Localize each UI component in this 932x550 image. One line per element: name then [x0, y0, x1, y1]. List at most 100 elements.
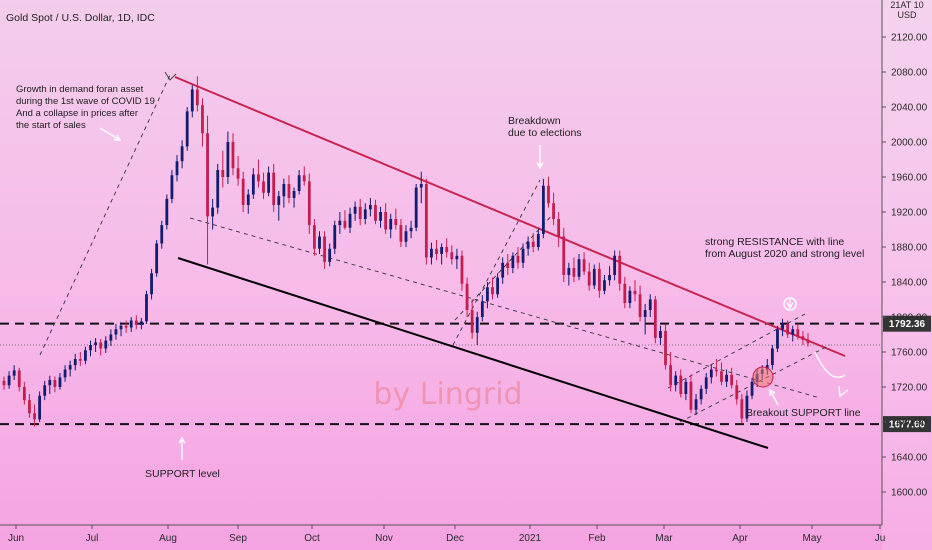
y-tick-label: 2120.00 [891, 33, 928, 44]
y-tick-label: 1680.00 [891, 418, 928, 429]
candle-body [699, 388, 703, 400]
candle-body [404, 231, 408, 242]
candle-body [430, 248, 433, 258]
candle-body [48, 380, 52, 386]
candle-body [272, 172, 276, 205]
candle-body [409, 227, 413, 232]
candle-body [781, 324, 784, 330]
x-tick-label: Aug [159, 533, 177, 544]
candle-body [475, 317, 479, 333]
candle-body [68, 365, 72, 370]
x-tick-label: 2021 [519, 533, 542, 544]
candle-body [139, 321, 143, 325]
candle-body [740, 399, 744, 419]
candle-body [363, 209, 367, 219]
y-tick-label: 1720.00 [891, 383, 928, 394]
candle-body [765, 365, 769, 370]
channel-midline [189, 217, 821, 399]
candle-body [165, 198, 169, 226]
time-axis: Jun Jul Aug Sep Oct Nov Dec 2021 Feb Mar Apr May Ju [8, 525, 885, 544]
candle-body [608, 275, 611, 281]
candle-body [7, 375, 11, 386]
candle-body [313, 225, 316, 249]
covid-note-line: And a collapse in prices after [16, 108, 138, 119]
breakout-channel-upper [667, 313, 806, 389]
candle-body [12, 370, 16, 376]
candle-body [328, 248, 332, 262]
candle-body [155, 243, 159, 274]
candle-body [770, 348, 774, 366]
support-note-line: SUPPORT level [145, 468, 220, 480]
breakdown-channel-upper [452, 179, 541, 346]
candle-body [628, 290, 632, 303]
candle-body [302, 175, 306, 182]
candle-body [307, 181, 311, 226]
candle-body [648, 299, 652, 310]
candle-body [236, 168, 240, 179]
candle-body [557, 219, 561, 237]
candle-body [201, 105, 204, 134]
candle-body [725, 374, 728, 382]
candle-body [450, 252, 454, 260]
breakout-note-line: Breakout SUPPORT line [746, 407, 861, 419]
candle-body [43, 385, 47, 396]
candle-body [552, 203, 555, 219]
x-tick-label: Jun [8, 533, 24, 544]
y-tick-label: 1840.00 [891, 278, 928, 289]
candle-body [750, 381, 754, 396]
candle-body [175, 161, 179, 176]
candle-body [511, 255, 515, 268]
candle-body [689, 381, 693, 410]
candle-body [496, 277, 499, 295]
candle-body [17, 370, 21, 387]
projection-curve [814, 351, 846, 379]
candle-body [455, 255, 459, 260]
candle-body [536, 233, 540, 247]
x-tick-label: Jul [86, 533, 99, 544]
candle-body [399, 225, 403, 242]
candle-body [114, 329, 118, 335]
candle-body [465, 283, 469, 310]
candle-body [94, 342, 97, 345]
x-tick-label: Apr [732, 533, 748, 544]
candle-body [633, 290, 637, 295]
covid-arrow-head [113, 134, 122, 141]
covid-arrow [99, 127, 121, 141]
candle-body [653, 299, 657, 338]
y-tick-label: 1960.00 [891, 173, 928, 184]
candle-body [501, 262, 505, 278]
candle-body [287, 184, 291, 198]
candle-body [73, 359, 77, 366]
y-tick-label: 1640.00 [891, 453, 928, 464]
candle-body [109, 334, 113, 341]
candle-body [572, 268, 576, 277]
candle-body [84, 350, 87, 361]
breakout-highlight [752, 366, 774, 388]
breakdown-channel-lower [454, 211, 556, 321]
candle-body [297, 175, 301, 191]
candle-body [674, 375, 678, 386]
candle-body [791, 329, 795, 335]
candle-body [735, 385, 739, 400]
candle-body [776, 329, 779, 349]
candle-body [38, 395, 42, 420]
candle-body [643, 310, 647, 317]
price-axis-panel [882, 0, 932, 550]
candle-body [22, 387, 26, 401]
candle-body [231, 142, 235, 169]
candle-body [531, 241, 535, 247]
candle-body [592, 268, 596, 286]
candle-body [424, 184, 428, 258]
axis-header-label: 21AT 10 [890, 0, 923, 10]
candle-body [185, 111, 189, 147]
candle-body [414, 187, 418, 228]
candle-body [145, 294, 148, 322]
candle-body [587, 271, 591, 286]
y-tick-label: 1600.00 [891, 488, 928, 499]
support-trendline [177, 257, 769, 449]
candle-body [33, 413, 36, 420]
candle-body [241, 178, 245, 205]
candle-body [806, 339, 810, 344]
